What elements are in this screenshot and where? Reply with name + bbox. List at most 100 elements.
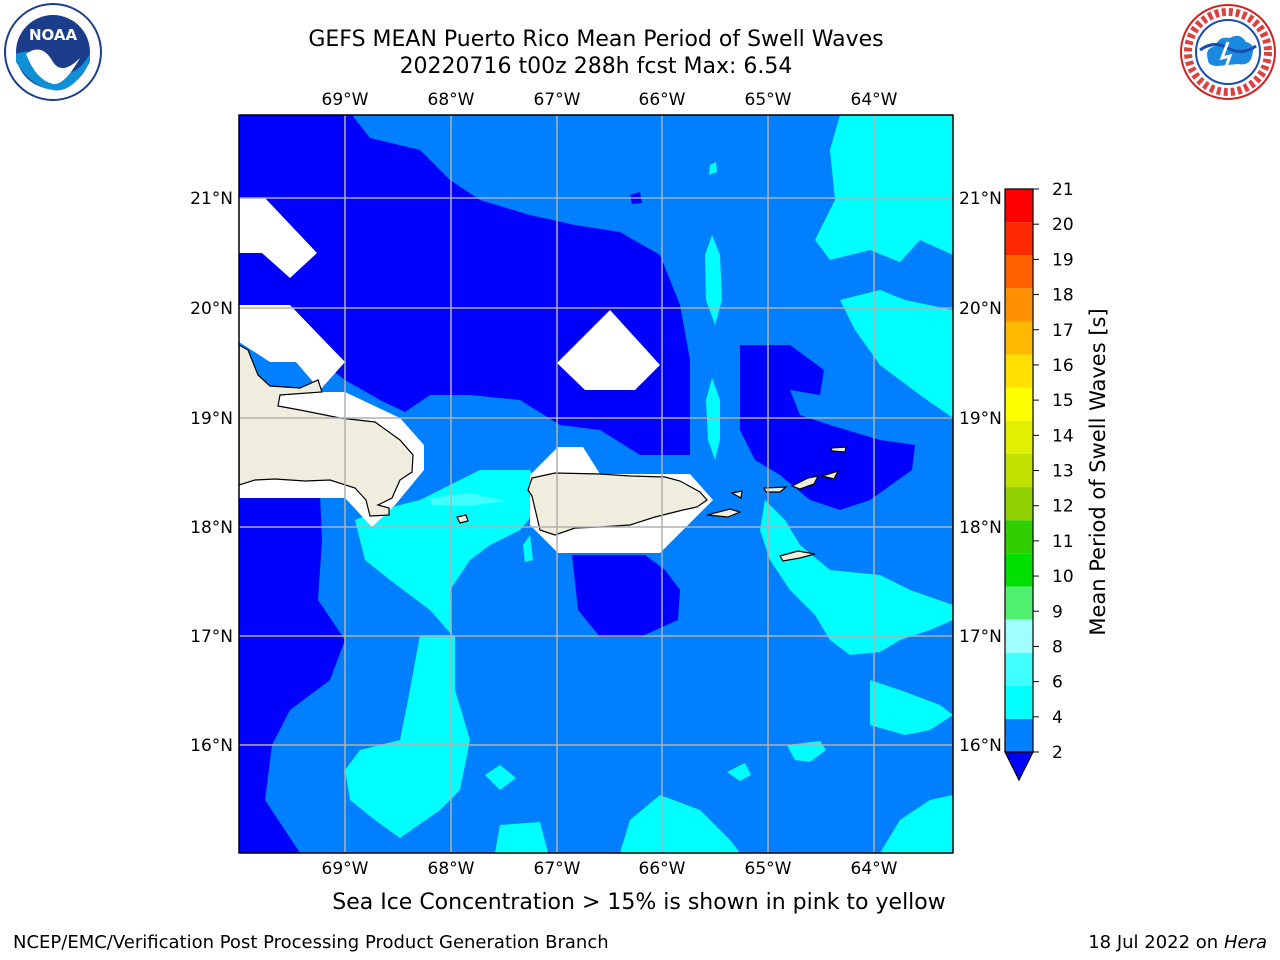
- lon-tick-top-65: 65°W: [745, 90, 792, 110]
- chart-title-line2: 20220716 t00z 288h fcst Max: 6.54: [399, 54, 793, 79]
- map-field: [239, 115, 953, 853]
- lon-tick-bottom-64: 64°W: [851, 859, 898, 879]
- colorbar-tick-label: 9: [1052, 602, 1063, 622]
- colorbar-tick-label: 10: [1052, 567, 1074, 587]
- lat-tick-right-19: 19°N: [959, 409, 1002, 429]
- cyan-region-bottom-right: [880, 795, 953, 853]
- land-st-croix: [779, 550, 816, 562]
- lat-tick-left-19: 19°N: [190, 409, 233, 429]
- colorbar-tick-label: 15: [1052, 391, 1074, 411]
- land-tortola: [790, 475, 820, 490]
- cyan-region-se2: [870, 680, 953, 735]
- footer-left-credit: NCEP/EMC/Verification Post Processing Pr…: [13, 932, 609, 953]
- cyan-streak1: [705, 235, 722, 325]
- land-st-thomas: [763, 486, 788, 493]
- lon-tick-top-69: 69°W: [322, 90, 369, 110]
- lon-tick-bottom-66: 66°W: [639, 859, 686, 879]
- colorbar-segment: [1005, 520, 1033, 554]
- cyan-region-east: [840, 290, 953, 418]
- colorbar-tick-label: 17: [1052, 321, 1074, 341]
- cyan-region-south: [345, 635, 470, 838]
- lat-tick-left-21: 21°N: [190, 189, 233, 209]
- colorbar-tick-label: 16: [1052, 356, 1074, 376]
- colorbar-segment: [1005, 586, 1033, 620]
- cyan-region-bottom-left: [495, 822, 548, 853]
- land-mona-island: [456, 514, 469, 524]
- dark-blue-region-east: [740, 345, 915, 510]
- cyan-region-ne: [815, 115, 953, 262]
- colorbar-under-triangle: [1004, 751, 1034, 782]
- colorbar-segment: [1005, 222, 1033, 256]
- lat-tick-left-16: 16°N: [190, 736, 233, 756]
- colorbar-segment: [1005, 189, 1033, 223]
- colorbar-segment: [1005, 288, 1033, 322]
- cyan-streak2: [706, 378, 720, 460]
- lon-tick-bottom-68: 68°W: [428, 859, 475, 879]
- colorbar-tick-label: 4: [1052, 708, 1063, 728]
- dark-blue-region-south: [572, 555, 680, 637]
- lat-tick-right-18: 18°N: [959, 518, 1002, 538]
- colorbar-segment: [1005, 718, 1033, 752]
- land-anegada: [830, 446, 847, 453]
- colorbar-tick-label: 6: [1052, 673, 1063, 693]
- masked-region-west: [239, 305, 345, 390]
- lon-tick-top-68: 68°W: [428, 90, 475, 110]
- colorbar-segment: [1005, 487, 1033, 521]
- lat-tick-left-20: 20°N: [190, 299, 233, 319]
- colorbar-segment: [1005, 453, 1033, 488]
- colorbar-tick-label: 21: [1052, 180, 1074, 200]
- nws-logo: [1180, 4, 1276, 100]
- colorbar-segment: [1005, 354, 1033, 388]
- colorbar-segment: [1005, 652, 1033, 686]
- lon-tick-top-66: 66°W: [639, 90, 686, 110]
- land-hispaniola: [239, 344, 414, 517]
- footer-date-text: 18 Jul 2022 on: [1088, 932, 1224, 953]
- colorbar-tick-label: 18: [1052, 286, 1074, 306]
- colorbar-tick-label: 11: [1052, 532, 1074, 552]
- cyan-dot1: [523, 535, 533, 562]
- cyan-streak3: [709, 162, 717, 175]
- colorbar-segment: [1005, 420, 1033, 454]
- colorbar-tick-label: 13: [1052, 462, 1074, 482]
- lat-tick-left-17: 17°N: [190, 627, 233, 647]
- lon-tick-bottom-65: 65°W: [745, 859, 792, 879]
- sea-ice-note: Sea Ice Concentration > 15% is shown in …: [332, 890, 946, 915]
- cyan-region-small1: [485, 765, 516, 790]
- colorbar-tick-label: 8: [1052, 637, 1063, 657]
- colorbar-segment: [1005, 619, 1033, 653]
- colorbar: 2 4 6 8 9 10 11 12 13 14 15 16 17 18 19 20 21: [1004, 180, 1074, 782]
- light-cyan-streak: [430, 493, 505, 506]
- colorbar-tick-label: 14: [1052, 426, 1074, 446]
- colorbar-tick-label: 20: [1052, 215, 1074, 235]
- cyan-region-bottom: [620, 795, 740, 853]
- gridlines: [239, 115, 953, 853]
- colorbar-tick-label: 12: [1052, 497, 1074, 517]
- lat-tick-left-18: 18°N: [190, 518, 233, 538]
- dark-blue-region-west: [239, 495, 345, 853]
- noaa-logo-text: NOAA: [29, 26, 78, 44]
- lat-tick-right-20: 20°N: [959, 299, 1002, 319]
- land-virgin-gorda: [819, 470, 840, 480]
- lat-tick-right-17: 17°N: [959, 627, 1002, 647]
- cyan-region-se: [760, 500, 953, 655]
- colorbar-title: Mean Period of Swell Waves [s]: [1086, 308, 1110, 635]
- lat-tick-right-21: 21°N: [959, 189, 1002, 209]
- colorbar-segment: [1005, 255, 1033, 289]
- colorbar-segment: [1005, 387, 1033, 421]
- lon-tick-top-67: 67°W: [534, 90, 581, 110]
- lat-tick-right-16: 16°N: [959, 736, 1002, 756]
- land-culebra: [730, 490, 743, 499]
- colorbar-segment: [1005, 553, 1033, 587]
- footer-right-date: 18 Jul 2022 on Hera: [1088, 932, 1267, 953]
- lon-tick-top-64: 64°W: [851, 90, 898, 110]
- noaa-logo: NOAA: [4, 3, 102, 101]
- cyan-region-small2: [727, 763, 751, 781]
- land-vieques: [706, 508, 742, 518]
- colorbar-tick-label: 2: [1052, 743, 1063, 763]
- lon-tick-bottom-69: 69°W: [322, 859, 369, 879]
- map-frame: [238, 114, 954, 854]
- cyan-region-central: [355, 470, 545, 635]
- lon-tick-bottom-67: 67°W: [534, 859, 581, 879]
- masked-region-center: [557, 310, 660, 390]
